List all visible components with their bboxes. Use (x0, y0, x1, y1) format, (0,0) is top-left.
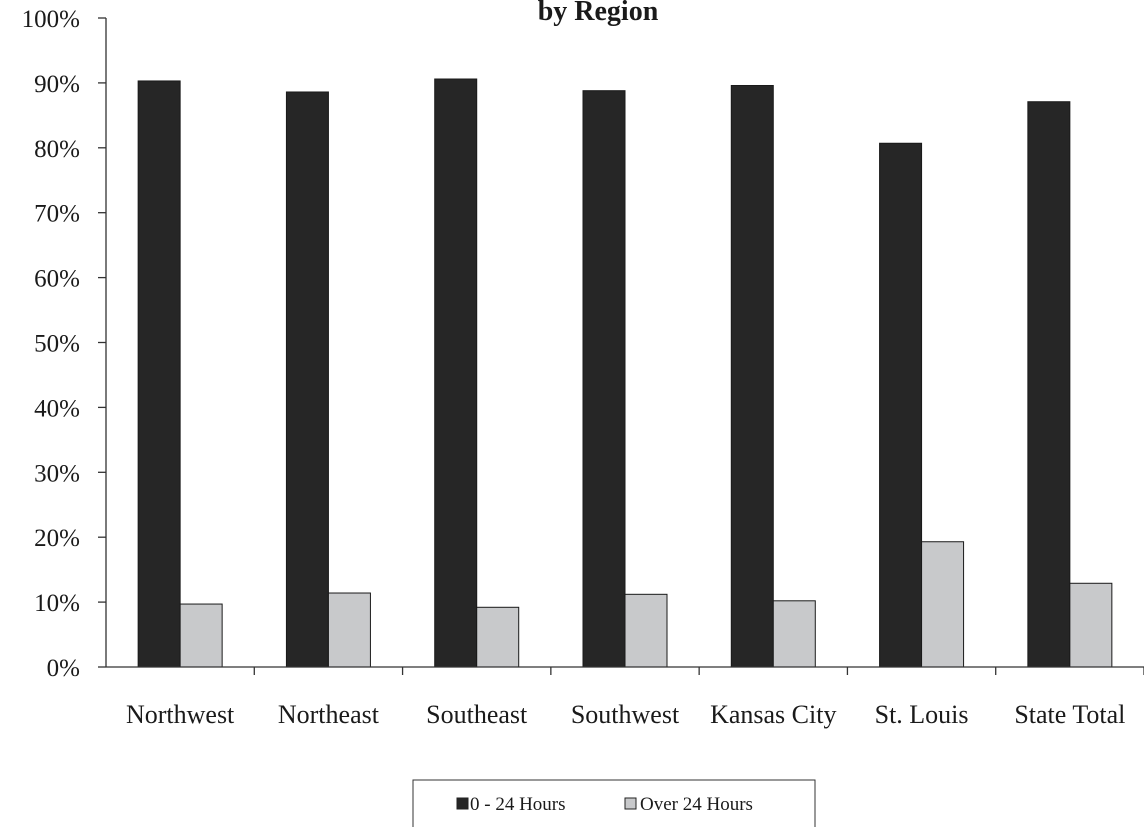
y-tick-label: 60% (34, 266, 80, 293)
x-axis: Northwest Northeast Southeast Southwest Kans… (106, 666, 1144, 729)
x-tick-label: Southwest (571, 700, 680, 729)
x-tick-label: Northeast (278, 700, 380, 729)
y-tick-label: 40% (34, 395, 80, 422)
y-tick-label: 50% (34, 331, 80, 358)
y-tick-label: 20% (34, 525, 80, 552)
bar-series-1 (730, 84, 774, 668)
legend: 0 - 24 Hours Over 24 Hours (412, 779, 816, 827)
chart-title: by Region (538, 0, 659, 27)
x-tick-label: Southeast (426, 700, 528, 729)
y-tick-label: 0% (47, 655, 80, 682)
y-tick-label: 80% (34, 136, 80, 163)
legend-swatch-series-1 (456, 797, 469, 810)
y-tick-label: 100% (22, 6, 80, 33)
bar-series-2 (772, 600, 816, 668)
bar-series-2 (327, 592, 371, 668)
y-tick-label: 90% (34, 71, 80, 98)
x-tick-label: Northwest (126, 700, 235, 729)
legend-swatch-series-2 (624, 797, 637, 810)
bar-series-2 (624, 593, 668, 668)
y-tick-label: 30% (34, 460, 80, 487)
bar-series-2 (1069, 582, 1113, 668)
bar-series-1 (1027, 101, 1071, 668)
bar-series-2 (179, 603, 223, 668)
y-axis: 0% 10% 20% 30% 40% 50% 60% 70% 80% 90% 100% (22, 6, 107, 682)
y-tick-label: 70% (34, 201, 80, 228)
x-tick-label: State Total (1014, 700, 1125, 729)
legend-label-series-2: Over 24 Hours (640, 794, 753, 815)
x-tick-label: St. Louis (875, 700, 969, 729)
bar-series-1 (137, 80, 181, 668)
y-tick-label: 10% (34, 590, 80, 617)
bar-series-2 (476, 606, 520, 668)
x-tick-label: Kansas City (710, 700, 836, 729)
bar-series-1 (434, 78, 478, 668)
bar-series-2 (921, 541, 965, 668)
bar-series-1 (285, 91, 329, 668)
bar-series-1 (879, 142, 923, 668)
legend-box (412, 779, 816, 827)
bar-series-group (137, 78, 1113, 668)
legend-label-series-1: 0 - 24 Hours (470, 794, 566, 815)
bar-series-1 (582, 90, 626, 668)
